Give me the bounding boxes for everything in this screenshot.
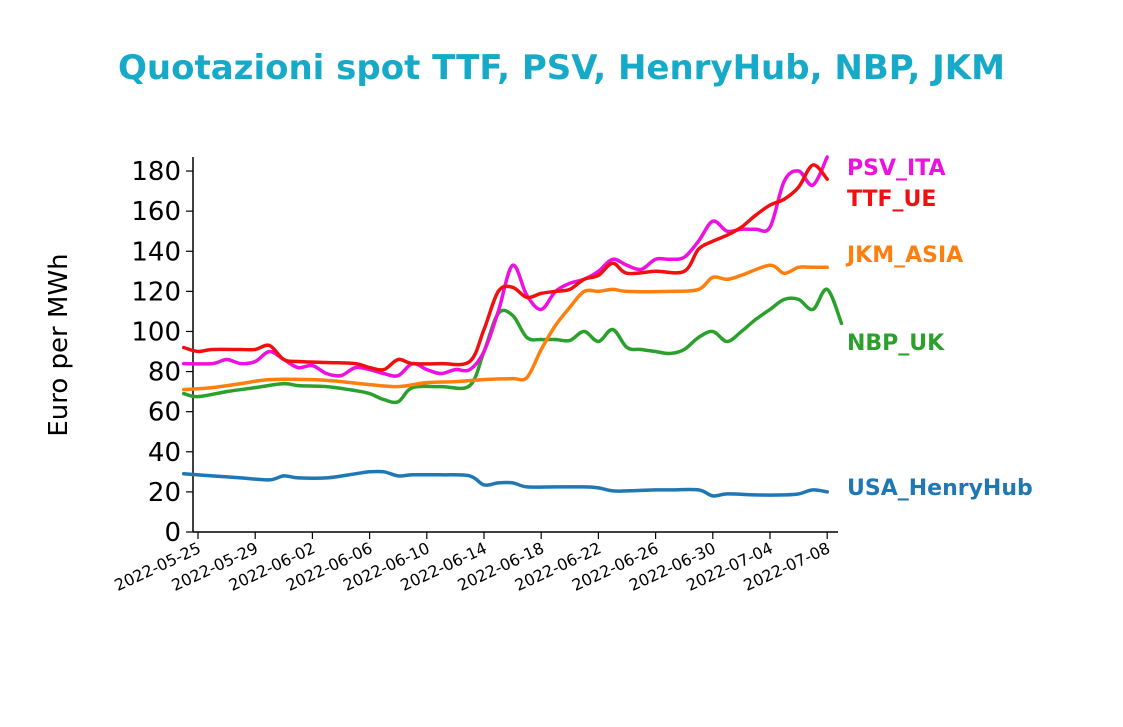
series-label-ttf-ue: TTF_UE (847, 187, 936, 212)
series-label-psv-ita: PSV_ITA (847, 156, 946, 181)
series-line-usa-henryhub (181, 469, 829, 498)
y-tick-label: 20 (148, 478, 181, 508)
y-tick-label: 60 (148, 398, 181, 428)
series-line-nbp-uk (181, 287, 844, 405)
y-tick-label: 180 (131, 157, 181, 187)
series-label-jkm-asia: JKM_ASIA (845, 243, 963, 268)
y-tick-label: 120 (131, 277, 181, 307)
y-tick-label: 160 (131, 197, 181, 227)
y-axis-label: Euro per MWh (44, 253, 74, 436)
series-label-nbp-uk: NBP_UK (847, 331, 945, 356)
y-tick-label: 140 (131, 237, 181, 267)
y-tick-label: 100 (131, 317, 181, 347)
series-line-ttf-ue (181, 163, 829, 372)
series-line-jkm-asia (181, 263, 829, 392)
y-tick-label: 0 (164, 518, 181, 548)
y-tick-label: 80 (148, 358, 181, 388)
series-labels: USA_HenryHub NBP_UK JKM_ASIA PSV_ITA TTF_UE (845, 156, 1033, 501)
series-line-psv-ita (181, 155, 829, 378)
y-tick-label: 40 (148, 438, 181, 468)
series-lines (181, 155, 844, 498)
chart-title: Quotazioni spot TTF, PSV, HenryHub, NBP,… (118, 48, 1005, 88)
series-label-usa-henryhub: USA_HenryHub (847, 476, 1033, 501)
